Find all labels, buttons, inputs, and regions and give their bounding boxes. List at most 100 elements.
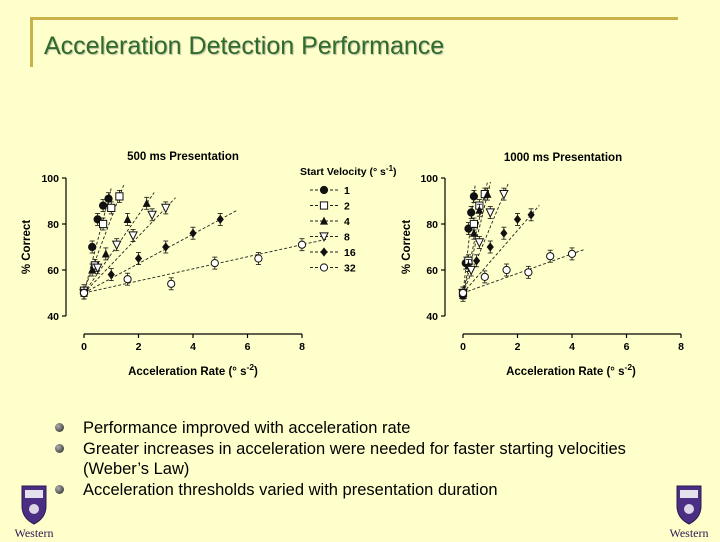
data-point [500,228,508,238]
data-point [160,203,171,214]
data-point [527,210,535,220]
x-axis-label-sup: -2 [624,362,632,372]
data-point [79,288,89,298]
bullet-text: Greater increases in acceleration were n… [83,440,626,478]
chart-panel-1000ms: 1000 ms Presentation 40 60 80 100 0 2 4 6 8 Accele… [401,152,684,378]
data-point [475,205,484,214]
x-tick-label: 6 [624,341,630,353]
fit-line [83,187,112,294]
slide-title: Acceleration Detection Performance [44,32,445,60]
legend-marker [320,216,328,225]
x-axis-label: Acceleration Rate (° s-2) [506,362,636,378]
legend-title-sup: -1 [386,164,394,173]
y-tick-label: 100 [41,173,59,185]
data-point [216,214,224,224]
bullet-icon [55,485,64,494]
data-point [104,194,113,203]
legend-label: 8 [344,232,350,244]
legend-title-main: Start Velocity (° s [300,166,386,178]
legend-marker [319,232,329,243]
data-point [567,249,577,259]
data-point [485,208,496,219]
data-point [499,190,509,200]
crest-icon [676,485,702,525]
y-tick-label: 40 [426,311,438,323]
y-tick-label: 60 [47,265,59,277]
bullet-list: Performance improved with acceleration r… [55,418,695,501]
data-point [210,259,219,268]
x-tick-label: 8 [678,341,684,353]
x-tick-label: 2 [515,341,521,353]
data-point [466,265,476,276]
series-1 [458,184,478,300]
data-point [467,208,476,217]
bullet-text: Performance improved with acceleration r… [83,419,411,437]
data-point [480,272,489,281]
fit-line [462,182,488,294]
x-tick-label: 4 [190,341,196,353]
data-point [513,214,522,224]
legend-marker [319,201,329,210]
series-8 [79,197,176,300]
x-axis-label-end: ) [632,366,636,378]
data-point [469,219,478,229]
bullet-text: Acceleration thresholds varied with pres… [83,481,498,499]
x-tick-label: 4 [569,341,575,353]
data-point [458,288,468,298]
legend-title-end: ) [393,166,397,178]
data-point [167,279,176,288]
data-point [107,270,115,280]
y-tick-label: 100 [420,173,438,185]
bullet-item: Acceleration thresholds varied with pres… [55,480,695,500]
university-logo: Western [3,482,65,542]
bullet-item: Greater increases in acceleration were n… [55,439,695,479]
data-point [134,253,143,264]
legend-marker [319,185,329,195]
fit-line [83,238,329,294]
y-axis-label: % Correct [21,220,33,274]
data-point [147,210,157,221]
legend-label: 2 [344,201,350,213]
x-tick-label: 0 [81,341,87,353]
y-tick-label: 60 [426,265,438,277]
crest-icon [21,485,47,525]
data-point [474,238,485,248]
data-point [524,268,533,277]
x-axis-label-main: Acceleration Rate (° s [128,366,246,378]
bullet-item: Performance improved with acceleration r… [55,418,695,438]
data-point [123,215,132,223]
data-point [297,240,307,249]
fit-line [83,197,176,294]
x-axis-label-end: ) [254,366,258,378]
logo-text: Western [669,526,709,540]
chart-panel-500ms: 500 ms Presentation 40 60 80 100 0 2 4 6 8 Acceler… [21,151,329,378]
data-point [128,231,138,242]
bullet-icon [55,423,64,432]
data-point [473,256,481,266]
data-point [123,275,132,284]
series-32 [458,247,586,300]
data-point [189,228,197,238]
data-point [142,198,151,207]
data-point [98,219,108,229]
x-axis-label-main: Acceleration Rate (° s [506,366,624,378]
data-point [98,201,108,210]
x-tick-label: 6 [245,341,251,353]
university-logo: Western [658,482,720,542]
data-point [502,265,511,275]
data-point [111,240,122,251]
fit-line [83,210,237,294]
x-tick-label: 8 [299,341,305,353]
data-point [486,242,494,252]
chart-legend: Start Velocity (° s-1) 1 2 4 8 16 32 [300,164,397,275]
legend-marker [319,263,329,272]
data-point [546,252,555,261]
data-point [469,228,478,237]
data-point [88,265,97,274]
fit-line [83,184,125,291]
series-32 [79,238,329,300]
chart-title: 1000 ms Presentation [504,152,622,164]
x-axis-label: Acceleration Rate (° s-2) [128,362,258,378]
data-point [469,192,478,201]
